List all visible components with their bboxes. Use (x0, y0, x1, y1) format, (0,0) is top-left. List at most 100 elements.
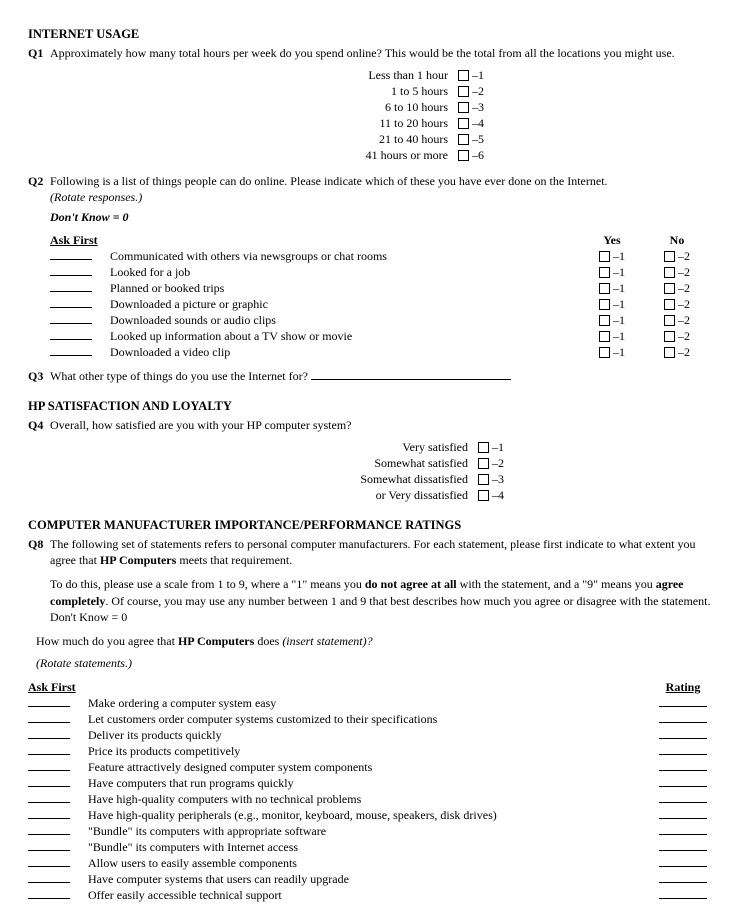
q8-p3-c: does (254, 634, 282, 648)
checkbox-icon[interactable] (478, 458, 489, 469)
no-code: –2 (678, 329, 690, 343)
q8-items: Make ordering a computer system easyLet … (28, 695, 712, 903)
table-row: Price its products competitively (28, 743, 712, 759)
option-label: 21 to 40 hours (28, 131, 458, 147)
q3-text: What other type of things do you use the… (50, 369, 308, 383)
askfirst-blank[interactable] (28, 712, 70, 723)
table-row: Downloaded a picture or graphic–1–2 (50, 296, 712, 312)
rating-blank[interactable] (659, 808, 707, 819)
askfirst-blank[interactable] (28, 888, 70, 899)
yes-code: –1 (613, 249, 625, 263)
item-text: Have high-quality computers with no tech… (88, 791, 654, 807)
askfirst-blank[interactable] (28, 760, 70, 771)
rating-blank[interactable] (659, 728, 707, 739)
item-text: Have computers that run programs quickly (88, 775, 654, 791)
rating-blank[interactable] (659, 712, 707, 723)
q2-text-main: Following is a list of things people can… (50, 174, 608, 188)
checkbox-icon[interactable] (599, 299, 610, 310)
askfirst-blank[interactable] (28, 872, 70, 883)
q8-text: The following set of statements refers t… (50, 536, 712, 568)
q8-row: Q8 The following set of statements refer… (28, 536, 712, 568)
q8-para3: How much do you agree that HP Computers … (36, 633, 712, 649)
q8-p3-b: HP Computers (178, 634, 254, 648)
rating-blank[interactable] (659, 744, 707, 755)
checkbox-icon[interactable] (664, 331, 675, 342)
askfirst-blank[interactable] (50, 297, 92, 308)
askfirst-blank[interactable] (50, 281, 92, 292)
checkbox-icon[interactable] (478, 490, 489, 501)
askfirst-blank[interactable] (28, 776, 70, 787)
yes-code: –1 (613, 345, 625, 359)
option-row: or Very dissatisfied–4 (28, 487, 712, 503)
rating-blank[interactable] (659, 856, 707, 867)
checkbox-icon[interactable] (599, 251, 610, 262)
no-code: –2 (678, 345, 690, 359)
checkbox-icon[interactable] (664, 347, 675, 358)
checkbox-icon[interactable] (478, 474, 489, 485)
checkbox-icon[interactable] (458, 134, 469, 145)
no-code: –2 (678, 297, 690, 311)
item-text: Offer easily accessible technical suppor… (88, 887, 654, 903)
checkbox-icon[interactable] (599, 331, 610, 342)
checkbox-icon[interactable] (599, 283, 610, 294)
q8-p2-a: To do this, please use a scale from 1 to… (50, 577, 365, 591)
rating-blank[interactable] (659, 696, 707, 707)
option-label: Very satisfied (28, 439, 478, 455)
yes-code: –1 (613, 281, 625, 295)
checkbox-icon[interactable] (599, 267, 610, 278)
askfirst-blank[interactable] (50, 345, 92, 356)
checkbox-icon[interactable] (458, 118, 469, 129)
q3-blank[interactable] (311, 369, 511, 380)
checkbox-icon[interactable] (664, 251, 675, 262)
checkbox-icon[interactable] (599, 347, 610, 358)
option-row: 6 to 10 hours–3 (28, 99, 712, 115)
q8-p2-b: do not agree at all (365, 577, 457, 591)
askfirst-blank[interactable] (28, 696, 70, 707)
askfirst-blank[interactable] (28, 808, 70, 819)
option-label: 11 to 20 hours (28, 115, 458, 131)
table-row: Deliver its products quickly (28, 727, 712, 743)
askfirst-blank[interactable] (50, 265, 92, 276)
checkbox-icon[interactable] (664, 299, 675, 310)
askfirst-blank[interactable] (50, 249, 92, 260)
askfirst-blank[interactable] (50, 329, 92, 340)
checkbox-icon[interactable] (664, 267, 675, 278)
checkbox-icon[interactable] (458, 70, 469, 81)
option-code: –1 (472, 67, 484, 83)
option-row: 21 to 40 hours–5 (28, 131, 712, 147)
rating-blank[interactable] (659, 840, 707, 851)
option-code: –2 (472, 83, 484, 99)
rating-blank[interactable] (659, 776, 707, 787)
checkbox-icon[interactable] (458, 86, 469, 97)
table-row: Planned or booked trips–1–2 (50, 280, 712, 296)
askfirst-blank[interactable] (28, 792, 70, 803)
q8-rotate: (Rotate statements.) (36, 655, 712, 671)
q1-text: Approximately how many total hours per w… (50, 45, 712, 61)
q2-no-header: No (642, 232, 712, 248)
askfirst-blank[interactable] (28, 856, 70, 867)
q8-p3-a: How much do you agree that (36, 634, 178, 648)
item-text: Let customers order computer systems cus… (88, 711, 654, 727)
checkbox-icon[interactable] (599, 315, 610, 326)
checkbox-icon[interactable] (478, 442, 489, 453)
askfirst-blank[interactable] (50, 313, 92, 324)
q2-items: Communicated with others via newsgroups … (50, 248, 712, 360)
rating-blank[interactable] (659, 888, 707, 899)
rating-blank[interactable] (659, 872, 707, 883)
checkbox-icon[interactable] (458, 150, 469, 161)
checkbox-icon[interactable] (664, 283, 675, 294)
q2-header: Ask First Yes No (50, 232, 712, 248)
askfirst-blank[interactable] (28, 840, 70, 851)
table-row: "Bundle" its computers with Internet acc… (28, 839, 712, 855)
askfirst-blank[interactable] (28, 728, 70, 739)
q4-num: Q4 (28, 417, 50, 433)
option-code: –4 (472, 115, 484, 131)
askfirst-blank[interactable] (28, 744, 70, 755)
checkbox-icon[interactable] (458, 102, 469, 113)
checkbox-icon[interactable] (664, 315, 675, 326)
rating-blank[interactable] (659, 824, 707, 835)
option-row: Less than 1 hour–1 (28, 67, 712, 83)
askfirst-blank[interactable] (28, 824, 70, 835)
rating-blank[interactable] (659, 760, 707, 771)
rating-blank[interactable] (659, 792, 707, 803)
